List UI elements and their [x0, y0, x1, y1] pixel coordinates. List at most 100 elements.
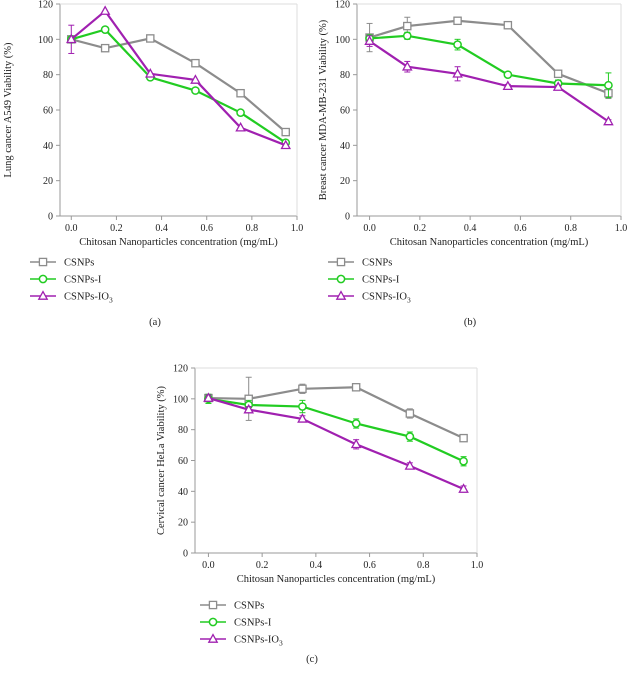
legend-label-text: CSNPs — [362, 258, 392, 269]
x-tick-label: 0.2 — [414, 223, 427, 234]
legend-label: CSNPs-I — [234, 618, 272, 629]
legend-label-text: CSNPs-IO — [64, 292, 109, 303]
legend-swatch-marker — [207, 633, 219, 643]
legend-label-text: CSNPs — [234, 601, 264, 612]
legend-label-text: CSNPs-I — [362, 275, 400, 286]
data-point — [453, 40, 462, 49]
legend-label: CSNPs — [362, 258, 392, 269]
legend-label-text: CSNPs-I — [64, 275, 102, 286]
x-axis-label: Chitosan Nanoparticles concentration (mg… — [237, 574, 436, 585]
data-point — [364, 35, 375, 45]
x-tick-label: 1.0 — [291, 223, 304, 234]
legend-label-subscript: 3 — [407, 296, 411, 305]
x-tick-label: 0.4 — [155, 223, 168, 234]
legend-label: CSNPs-IO3 — [234, 635, 283, 648]
series-line — [369, 19, 609, 95]
x-tick-label: 0.4 — [310, 560, 323, 571]
y-tick-label: 120 — [38, 0, 53, 11]
data-point — [65, 33, 77, 44]
y-tick-label: 80 — [340, 70, 350, 81]
legend-label-text: CSNPs — [64, 258, 94, 269]
x-tick-label: 0.6 — [514, 223, 527, 234]
data-point — [350, 438, 362, 449]
legend-swatch-marker — [336, 257, 346, 267]
data-point — [503, 20, 513, 30]
data-point — [144, 68, 156, 78]
y-tick-label: 40 — [43, 141, 53, 152]
data-point — [280, 139, 292, 150]
series-csnps — [365, 16, 613, 100]
legend-swatch-marker — [37, 290, 49, 300]
data-point — [452, 68, 463, 78]
y-tick-label: 0 — [345, 212, 350, 223]
data-point — [100, 25, 110, 34]
y-tick-label: 60 — [43, 106, 53, 117]
y-tick-label: 20 — [340, 176, 350, 187]
data-point — [297, 413, 308, 423]
x-tick-label: 0.4 — [464, 223, 477, 234]
data-point — [190, 74, 201, 84]
data-point — [281, 127, 290, 137]
data-point — [402, 31, 412, 41]
legend-label: CSNPs — [234, 601, 264, 612]
x-axis-label: Chitosan Nanoparticles concentration (mg… — [79, 237, 278, 248]
series-line — [208, 386, 465, 440]
series-csnps-i — [204, 393, 468, 467]
x-tick-label: 0.8 — [417, 560, 430, 571]
series-line — [368, 40, 610, 123]
y-axis-label: Breast cancer MDA-MB-231 Viability (%) — [318, 19, 329, 200]
data-point — [298, 402, 307, 411]
data-point — [458, 483, 469, 493]
data-point — [146, 34, 155, 43]
x-tick-label: 0.8 — [246, 223, 259, 234]
legend-label-text: CSNPs-I — [234, 618, 272, 629]
legend: CSNPs CSNPs-I CSNPs-IO3 — [30, 258, 113, 305]
y-axis-label: Lung cancer A549 Viability (%) — [3, 42, 14, 178]
legend-swatch-marker — [335, 290, 347, 300]
legend-swatch-marker — [208, 600, 218, 610]
legend: CSNPs CSNPs-I CSNPs-IO3 — [200, 601, 283, 648]
data-point — [453, 16, 462, 26]
data-point — [603, 115, 614, 126]
legend-label: CSNPs-IO3 — [64, 292, 113, 305]
x-tick-label: 0.8 — [564, 223, 577, 234]
legend-label: CSNPs-I — [362, 275, 400, 286]
legend-label-text: CSNPs-IO — [234, 635, 279, 646]
series-csnps-io3 — [203, 392, 469, 493]
x-tick-label: 0.0 — [65, 223, 78, 234]
panel-label: (a) — [149, 317, 161, 328]
data-point — [203, 392, 214, 402]
data-point — [405, 409, 415, 418]
data-point — [191, 58, 200, 68]
legend-label-text: CSNPs-IO — [362, 292, 407, 303]
x-axis-label: Chitosan Nanoparticles concentration (mg… — [390, 237, 589, 248]
legend: CSNPs CSNPs-I CSNPs-IO3 — [328, 258, 411, 305]
data-point — [243, 403, 255, 414]
data-point — [100, 43, 110, 53]
legend-label-subscript: 3 — [279, 639, 283, 648]
legend-label: CSNPs-I — [64, 275, 102, 286]
y-tick-label: 60 — [340, 106, 350, 117]
series-csnps-io3 — [65, 5, 292, 150]
data-point — [351, 383, 361, 392]
data-point — [553, 69, 563, 79]
data-point — [236, 108, 245, 118]
x-tick-label: 1.0 — [471, 560, 484, 571]
data-point — [405, 432, 415, 441]
chart-panel-a: 0 20 40 60 80 100 120 0.0 0.2 0.4 0.6 0.8 1.0 Chitosa… — [3, 0, 303, 328]
data-point — [351, 419, 361, 428]
y-tick-label: 0 — [48, 212, 53, 223]
series-line — [369, 34, 609, 87]
chart-panel-b: 0 20 40 60 80 100 120 0.0 0.2 0.4 0.6 0.8 1.0 Chitosa… — [318, 0, 627, 328]
data-point — [459, 456, 468, 466]
x-tick-label: 1.0 — [615, 223, 628, 234]
data-point — [502, 80, 514, 90]
data-point — [404, 460, 416, 470]
x-tick-label: 0.2 — [256, 560, 269, 571]
chart-panel-c: 0 20 40 60 80 100 120 0.0 0.2 0.4 0.6 0.8 1.0 Chitosa… — [156, 364, 483, 666]
data-point — [236, 88, 245, 98]
data-point — [298, 384, 307, 394]
data-point — [459, 433, 468, 443]
x-tick-label: 0.6 — [363, 560, 376, 571]
